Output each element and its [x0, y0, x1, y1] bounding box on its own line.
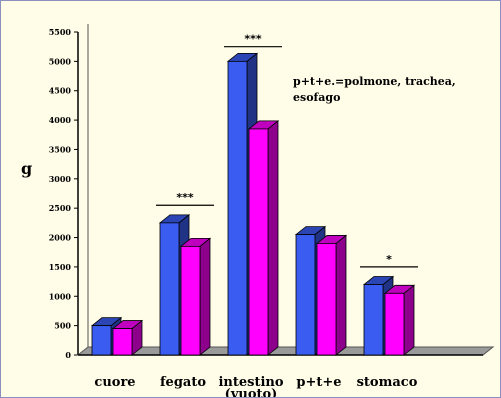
y-tick-label: 2000 [49, 233, 72, 243]
legend-note: p+t+e.=polmone, trachea, esofago [293, 75, 456, 104]
axes: 0 500 1000 1500 2000 2500 3000 3500 4000 4500 5000… [49, 24, 89, 360]
bar-magenta-1 [179, 237, 212, 356]
significance-label: * [386, 253, 392, 266]
bar-magenta-2 [247, 120, 280, 356]
x-category-label: fegato [160, 375, 206, 390]
significance-label: *** [244, 33, 262, 46]
x-category-label: cuore [94, 375, 135, 390]
y-tick-label: 5500 [49, 27, 72, 37]
y-tick-label: 2500 [49, 203, 72, 213]
y-tick-label: 0 [65, 350, 71, 360]
significance-marks: ******* [156, 33, 418, 268]
y-tick-label: 4000 [49, 115, 72, 125]
y-tick-label: 4500 [49, 86, 72, 96]
y-tick-label: 3000 [49, 174, 72, 184]
category-labels: cuore fegato intestino (vuoto) p+t+e stomaco [94, 375, 417, 397]
bars [90, 52, 416, 356]
bar-magenta-0 [111, 319, 144, 356]
significance-label: *** [176, 191, 194, 204]
y-tick-label: 1000 [49, 291, 72, 301]
x-category-label: intestino (vuoto) [218, 375, 283, 397]
y-axis-label: g [21, 159, 32, 178]
x-category-label: stomaco [357, 375, 418, 390]
bar-magenta-3 [315, 234, 348, 356]
y-tick-label: 3500 [49, 144, 72, 154]
y-tick-label: 500 [54, 321, 71, 331]
y-tick-label: 5000 [49, 56, 72, 66]
x-category-label: p+t+e [296, 375, 341, 390]
y-tick-label: 1500 [49, 262, 72, 272]
bar-magenta-4 [383, 284, 416, 356]
